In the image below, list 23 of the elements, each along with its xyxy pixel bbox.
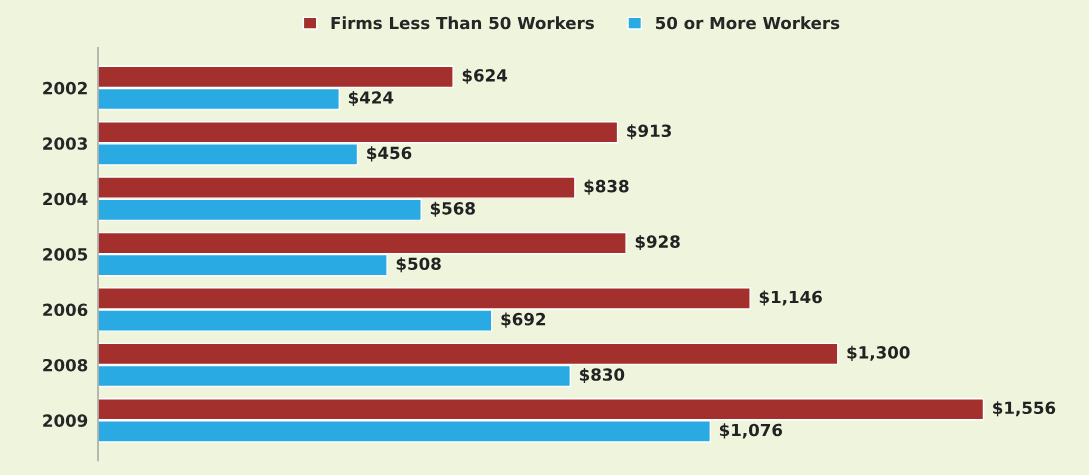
data-label: $1,300	[847, 345, 910, 361]
data-label: $830	[579, 367, 625, 384]
data-label: $624	[462, 68, 508, 84]
y-tick-label: 2004	[43, 192, 88, 206]
data-label: $456	[367, 146, 412, 162]
data-label: $928	[635, 234, 680, 251]
data-label: $1,146	[759, 290, 822, 306]
y-tick-label: 2008	[43, 358, 88, 372]
y-tick-label: 2009	[43, 414, 88, 427]
data-label: $508	[396, 257, 441, 273]
legend-label: Firms Less Than 50 Workers	[331, 16, 594, 30]
data-label: $838	[584, 179, 629, 195]
data-label: $1,076	[719, 423, 783, 439]
data-label: $1,556	[993, 401, 1056, 417]
y-tick-label: 2003	[43, 137, 87, 150]
data-label: $568	[430, 201, 475, 217]
data-label: $424	[348, 90, 394, 107]
legend-label: 50 or More Workers	[655, 16, 840, 30]
y-tick-label: 2005	[43, 248, 88, 261]
y-tick-label: 2006	[43, 303, 88, 317]
data-label: $692	[501, 312, 546, 328]
data-label: $913	[627, 124, 671, 140]
y-tick-label: 2002	[43, 81, 87, 95]
